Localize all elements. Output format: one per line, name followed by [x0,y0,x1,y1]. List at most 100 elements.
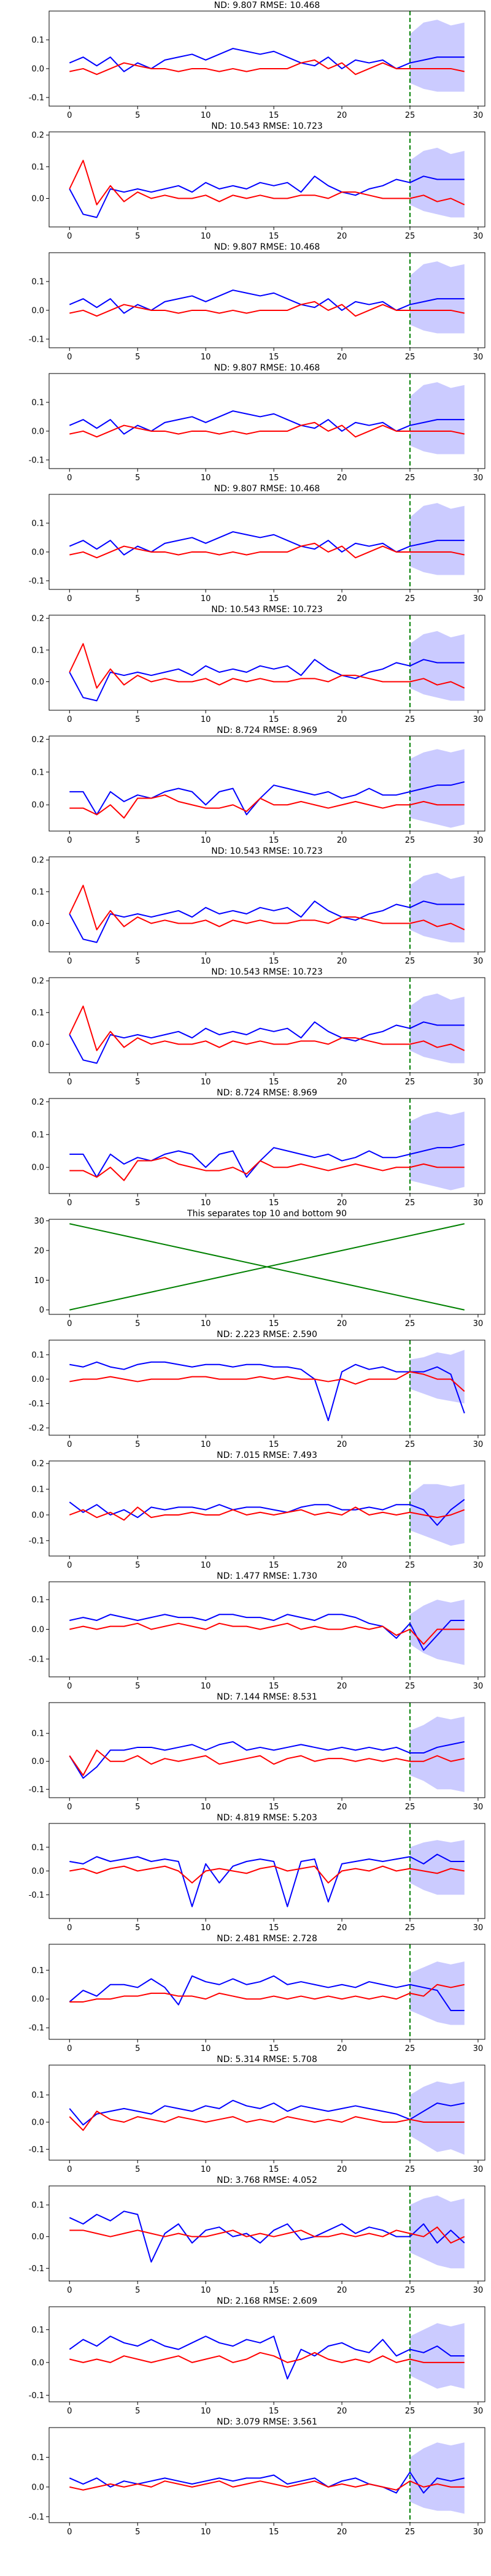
chart-title: ND: 10.543 RMSE: 10.723 [211,967,323,977]
chart-panel-2: ND: 10.543 RMSE: 10.723 0 5 10 15 20 25 30 0.0 0.… [31,121,485,241]
y-tick-label: -0.1 [29,1536,44,1546]
chart-panel-21: ND: 3.079 RMSE: 3.561 0 5 10 15 20 25 30 -0.1 0.0… [29,2417,485,2537]
y-tick-label: 0.1 [31,1485,44,1495]
x-tick-label: 25 [405,1803,416,1812]
y-tick-label: 0.2 [31,856,44,865]
x-tick-label: 10 [201,1682,211,1691]
axes-frame [48,1460,485,1557]
x-tick-label: 0 [67,1198,72,1208]
plot-area [69,1823,465,1919]
x-tick-label: 5 [135,2165,140,2174]
x-tick-label: 0 [67,2165,72,2174]
x-tick-label: 20 [337,715,347,724]
y-tick-label: 0.1 [31,2453,44,2463]
chart-title: ND: 2.223 RMSE: 2.590 [217,1330,317,1340]
actual-line [69,884,465,930]
y-tick-label: -0.1 [29,93,44,102]
chart-panel-12: ND: 2.223 RMSE: 2.590 0 5 10 15 20 25 30 -0.2 -0.… [29,1330,485,1449]
plot-area [69,1461,465,1556]
plot-area [69,1944,465,2039]
chart-panel-20: ND: 2.168 RMSE: 2.609 0 5 10 15 20 25 30 -0.1 0.0… [29,2296,485,2416]
x-tick-label: 25 [405,2044,416,2053]
y-tick-label: 0.1 [31,2326,44,2335]
actual-line [69,1622,465,1645]
x-tick-label: 25 [405,1440,416,1449]
prediction-line [69,2099,465,2126]
y-tick-label: 0.0 [31,1040,44,1049]
chart-title: ND: 8.724 RMSE: 8.969 [217,1088,317,1098]
x-tick-label: 0 [67,1440,72,1449]
x-tick-label: 5 [135,2528,140,2537]
x-tick-label: 10 [201,2528,211,2537]
actual-line [69,301,465,317]
separator-line-2 [69,1223,465,1311]
prediction-line [69,900,465,943]
x-tick-label: 10 [201,473,211,483]
prediction-interval-band [409,147,465,218]
y-tick-label: 0.0 [31,2233,44,2242]
y-tick-label: 0.0 [31,2483,44,2492]
y-tick-label: 0.0 [31,1995,44,2004]
x-tick-label: 25 [405,2407,416,2416]
prediction-line [69,1741,465,1779]
x-tick-label: 10 [201,1198,211,1208]
x-tick-label: 30 [473,1078,484,1087]
x-tick-label: 10 [201,594,211,604]
plot-area [69,1340,465,1435]
plot-area [69,2307,465,2402]
axes-frame [48,1219,485,1315]
actual-line [69,421,465,438]
y-tick-label: 0 [39,1306,44,1315]
x-tick-label: 0 [67,836,72,845]
x-tick-label: 10 [201,1561,211,1570]
y-tick-label: -0.1 [29,456,44,465]
actual-line [69,1371,465,1392]
prediction-line [69,2471,465,2494]
x-tick-label: 10 [201,1923,211,1933]
x-tick-label: 15 [269,1561,279,1570]
chart-title: ND: 10.543 RMSE: 10.723 [211,846,323,856]
plot-area [69,736,465,831]
y-tick-label: 0.1 [31,398,44,407]
x-tick-label: 25 [405,836,416,845]
y-tick-label: 0.0 [31,801,44,810]
x-tick-label: 5 [135,111,140,120]
x-tick-label: 20 [337,2407,347,2416]
prediction-line [69,289,465,314]
x-tick-label: 15 [269,2165,279,2174]
prediction-interval-band [409,1716,465,1792]
x-tick-label: 20 [337,1440,347,1449]
prediction-interval-band [409,1600,465,1665]
axes-frame [48,615,485,711]
y-tick-label: 0.1 [31,36,44,45]
y-tick-label: 0.2 [31,615,44,624]
x-tick-label: 15 [269,111,279,120]
prediction-line [69,659,465,702]
prediction-interval-band [409,1961,465,2025]
x-tick-label: 0 [67,1923,72,1933]
y-tick-label: 0.0 [31,1511,44,1520]
y-tick-label: 0.1 [31,1730,44,1739]
chart-panel-15: ND: 7.144 RMSE: 8.531 0 5 10 15 20 25 30 -0.1 0.0… [29,1692,485,1812]
y-tick-label: 0.0 [31,1757,44,1766]
x-tick-label: 20 [337,1078,347,1087]
chart-title: ND: 5.314 RMSE: 5.708 [217,2055,317,2064]
x-tick-label: 30 [473,715,484,724]
chart-panel-14: ND: 1.477 RMSE: 1.730 0 5 10 15 20 25 30 -0.1 0.0… [29,1571,485,1691]
chart-panel-16: ND: 4.819 RMSE: 5.203 0 5 10 15 20 25 30 -0.1 0.0… [29,1813,485,1933]
x-tick-label: 0 [67,2528,72,2537]
prediction-line [69,531,465,556]
prediction-line [69,410,465,435]
x-tick-label: 15 [269,594,279,604]
x-tick-label: 30 [473,1803,484,1812]
x-tick-label: 10 [201,957,211,966]
axes-frame [48,1944,485,2040]
x-tick-label: 25 [405,1198,416,1208]
prediction-interval-band [409,872,465,943]
x-tick-label: 20 [337,594,347,604]
x-tick-label: 20 [337,2044,347,2053]
x-tick-label: 20 [337,2528,347,2537]
x-tick-label: 0 [67,715,72,724]
actual-line [69,159,465,205]
